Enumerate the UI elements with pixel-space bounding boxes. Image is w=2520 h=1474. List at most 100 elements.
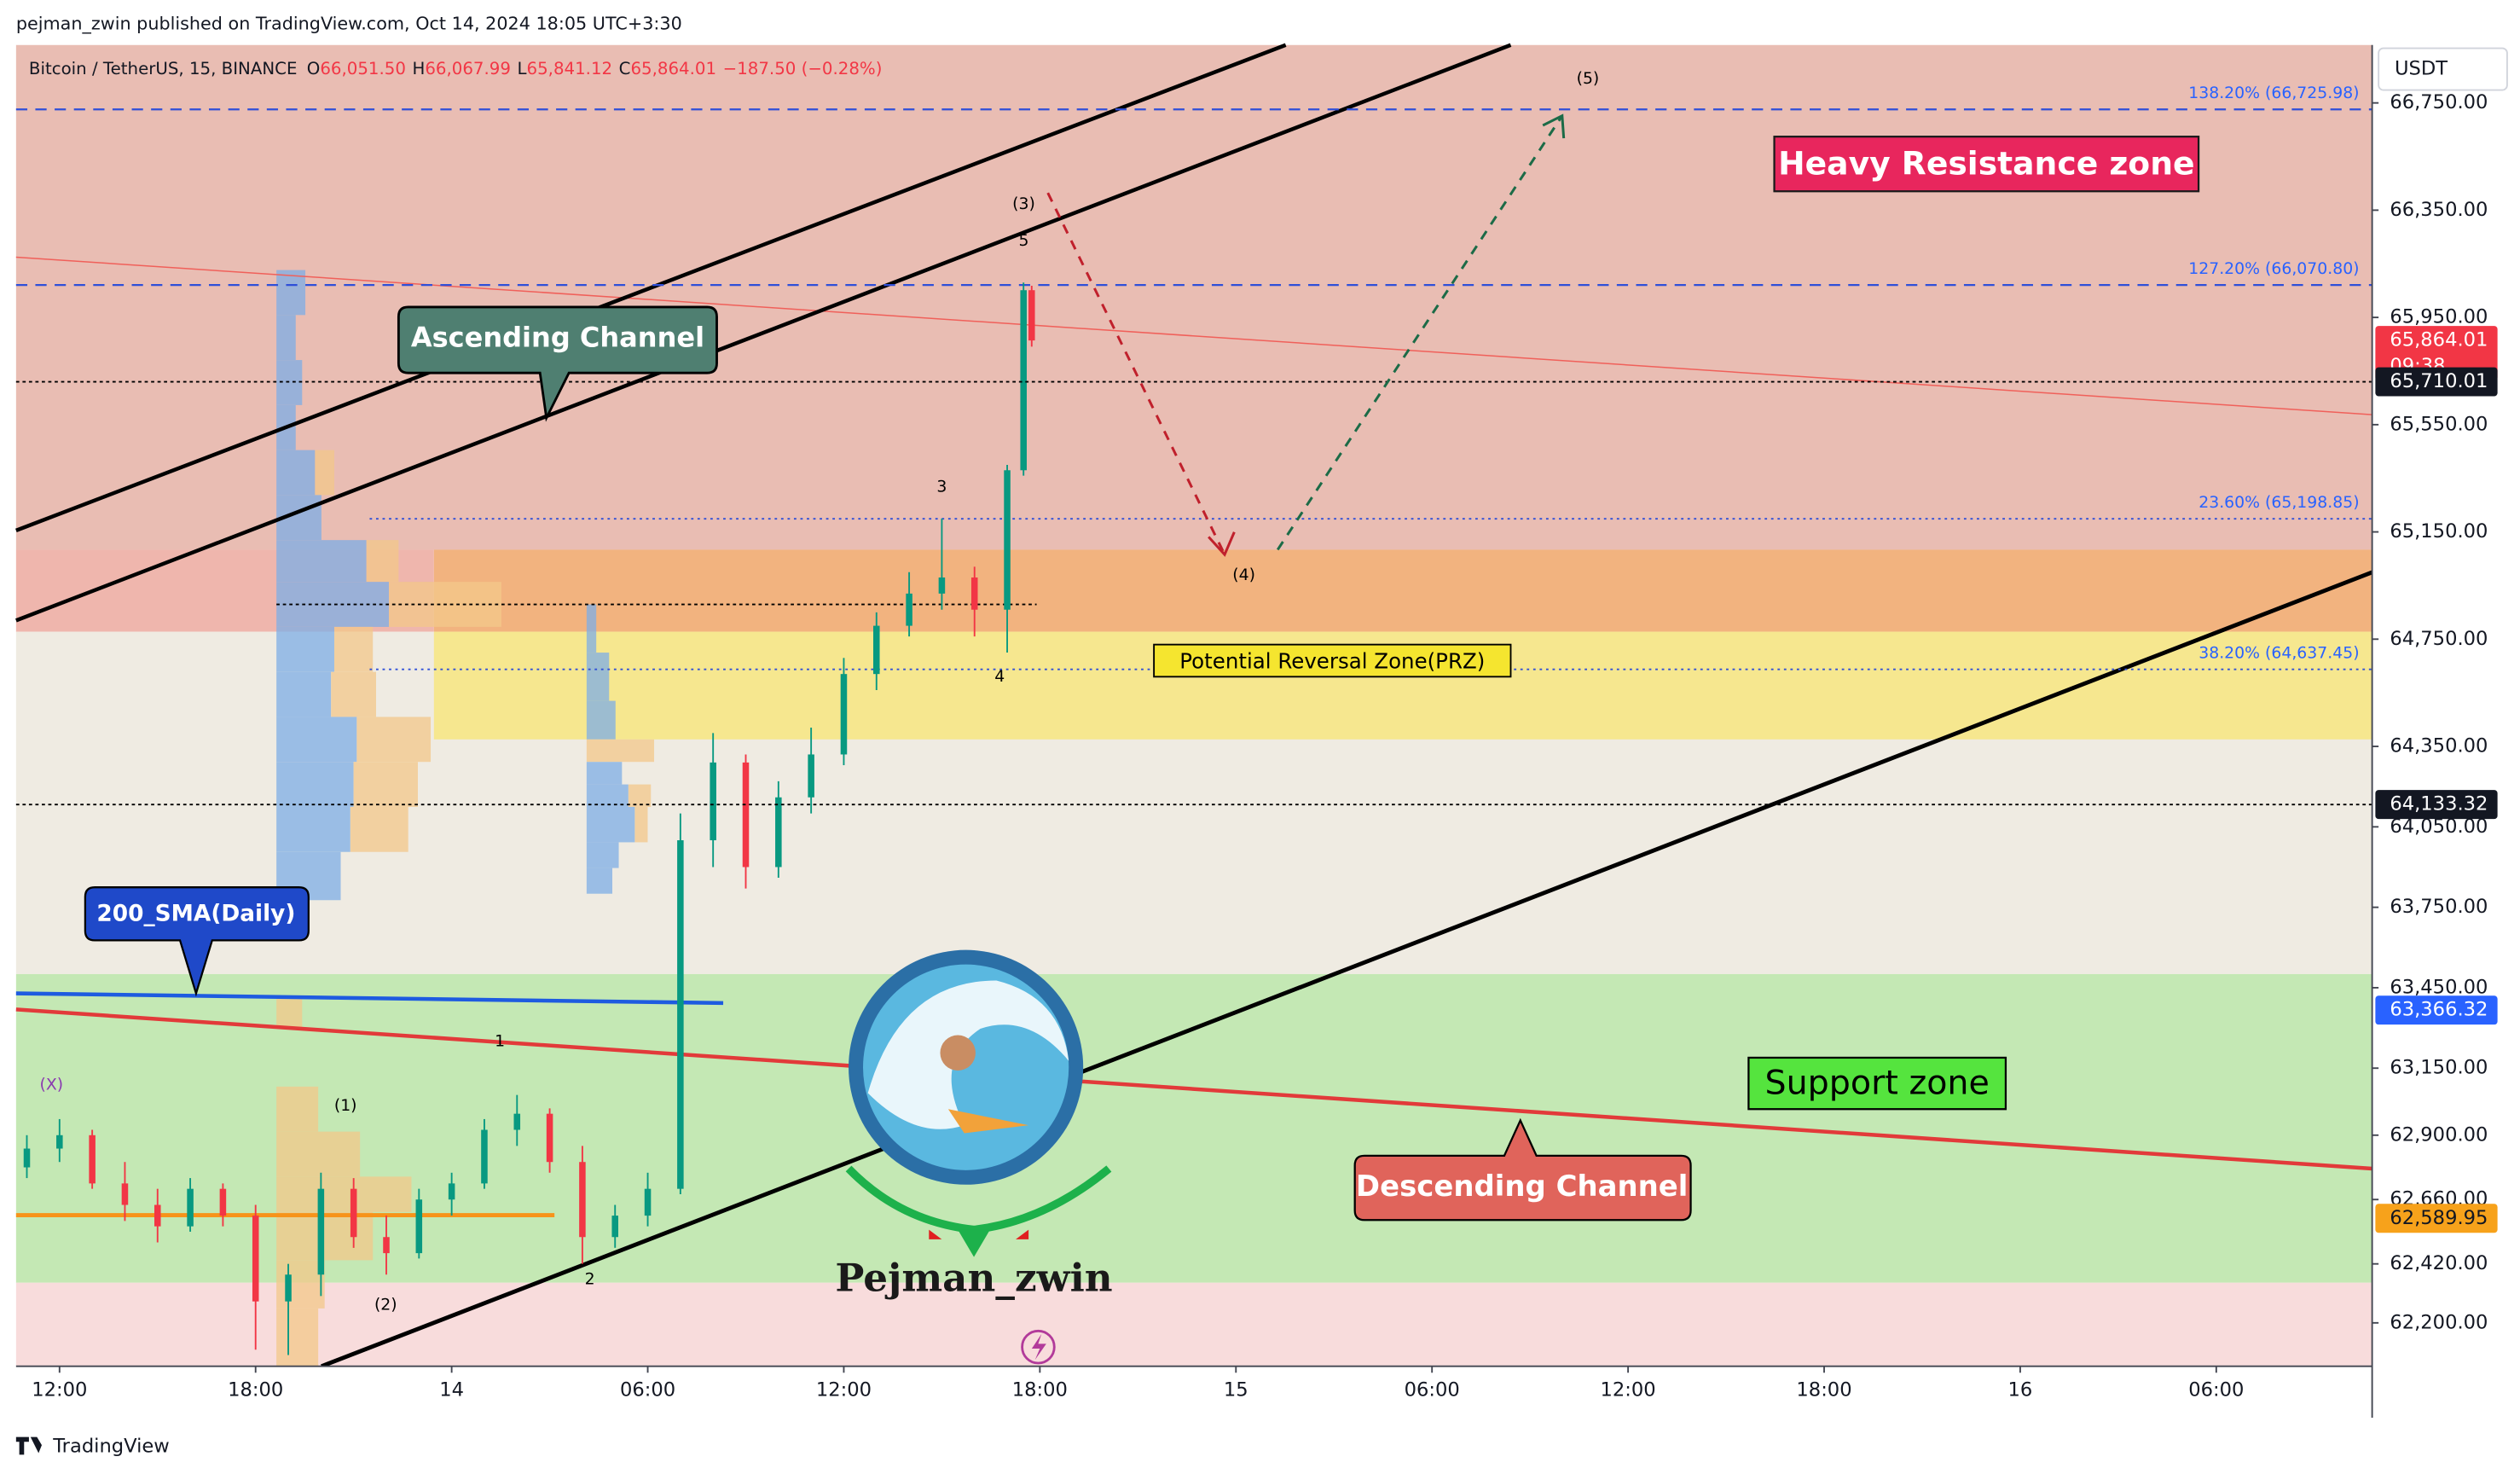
price-tag <box>2375 326 2498 381</box>
y-tick-label: 66,350.00 <box>2390 199 2488 221</box>
candle-body <box>383 1237 390 1254</box>
sma-line <box>15 991 724 1006</box>
x-tick-label: 06:00 <box>620 1379 675 1401</box>
y-tick-label: 66,750.00 <box>2390 91 2488 113</box>
x-tick-label: 15 <box>1224 1379 1248 1401</box>
arrow-head <box>1542 113 1566 139</box>
price-tag-label: 64,133.32 <box>2390 793 2488 815</box>
wave-label: (4) <box>1232 566 1255 584</box>
candle-body <box>677 840 684 1189</box>
ohlc-value: 65,864.01 <box>630 59 716 78</box>
x-tick-label: 06:00 <box>2188 1379 2244 1401</box>
callout: Heavy Resistance zone <box>1773 136 2200 193</box>
symbol: Bitcoin / TetherUS, 15, BINANCE <box>29 59 298 78</box>
y-tick-label: 62,420.00 <box>2390 1252 2488 1274</box>
callout: Support zone <box>1747 1056 2007 1111</box>
candle-body <box>285 1274 292 1302</box>
price-tag-label: 63,366.32 <box>2390 999 2488 1021</box>
x-tick-label: 18:00 <box>228 1379 283 1401</box>
price-tag-label: 65,710.01 <box>2390 370 2488 392</box>
y-tick-label: 63,750.00 <box>2390 896 2488 918</box>
candle-body <box>710 762 716 841</box>
price-tag-label: 62,589.95 <box>2390 1207 2488 1229</box>
x-tick-label: 18:00 <box>1012 1379 1068 1401</box>
resistance-zone <box>15 44 2372 550</box>
ohlc-value: 65,841.12 <box>527 59 613 78</box>
candle-body <box>906 593 912 626</box>
wave-label: 2 <box>585 1270 595 1288</box>
wave-label: (1) <box>334 1097 357 1115</box>
candle-body <box>644 1188 652 1216</box>
candle-body <box>808 754 814 798</box>
fib-label: 138.20% (66,725.98) <box>2188 84 2359 102</box>
callout: 200_SMA(Daily) <box>84 886 310 997</box>
candle-body <box>1004 470 1011 610</box>
ascending-channel-upper <box>15 43 1287 532</box>
callout-text: 200_SMA(Daily) <box>96 902 295 927</box>
overlay: 66,750.00 66,350.00 65,950.00 65,550.00 65,1… <box>32 91 2498 1401</box>
candle-body <box>938 577 946 594</box>
y-tick-label: 64,050.00 <box>2390 815 2488 838</box>
callout-text: Potential Reversal Zone(PRZ) <box>1179 648 1485 673</box>
y-tick-label: 64,350.00 <box>2390 735 2488 757</box>
wave-label: 3 <box>936 478 947 496</box>
support-zone <box>15 973 2372 1283</box>
wave-label: 1 <box>495 1033 505 1051</box>
fib-label: 23.60% (65,198.85) <box>2198 494 2359 512</box>
price-axis <box>2372 44 2520 1419</box>
y-tick-label: 63,450.00 <box>2390 976 2488 998</box>
price-tag <box>2375 1204 2498 1233</box>
y-tick-label: 62,200.00 <box>2390 1311 2488 1333</box>
y-tick-label: 65,950.00 <box>2390 306 2488 328</box>
candle-body <box>121 1183 129 1205</box>
candle-body <box>89 1135 96 1184</box>
arrow-head <box>1208 531 1236 557</box>
candle-body <box>1020 290 1027 471</box>
ohlc-key: L <box>518 59 527 78</box>
candle-body <box>23 1148 31 1168</box>
candle-body <box>415 1199 423 1254</box>
candle-body <box>1028 290 1035 341</box>
candle-body <box>56 1135 63 1149</box>
y-tick-label: 65,550.00 <box>2390 413 2488 435</box>
y-tick-label: 65,150.00 <box>2390 520 2488 543</box>
x-tick-label: 14 <box>439 1379 464 1401</box>
candle-body <box>970 577 978 610</box>
candle-body <box>579 1162 586 1238</box>
ohlc-value: 66,067.99 <box>425 59 511 78</box>
candle-body <box>546 1113 553 1163</box>
callout: Ascending Channel <box>397 305 718 422</box>
callout-text: Heavy Resistance zone <box>1778 145 2194 183</box>
wave-labels: (5) (3) 5 3 4 (4) 1 2 (1) (2) (X) <box>40 70 1600 1314</box>
candle-body <box>873 625 880 675</box>
ohlc-value: 66,051.50 <box>320 59 406 78</box>
candle-body <box>219 1188 227 1216</box>
x-tick-label: 12:00 <box>1601 1379 1656 1401</box>
wave-label: (3) <box>1012 195 1035 213</box>
tv-logo <box>15 1436 42 1455</box>
trend-line <box>15 256 2372 415</box>
lower-zone <box>15 1282 2372 1367</box>
x-tick-label: 16 <box>2008 1379 2033 1401</box>
y-tick-label: 63,150.00 <box>2390 1057 2488 1079</box>
logo-text: Pejman_zwin <box>835 1255 1112 1300</box>
time-axis <box>0 1366 2372 1419</box>
fib-label: 38.20% (64,637.45) <box>2198 644 2359 662</box>
price-tag <box>2375 995 2498 1025</box>
x-tick-label: 12:00 <box>816 1379 872 1401</box>
candle-body <box>775 797 782 868</box>
footer: TradingView <box>52 1435 170 1457</box>
currency: USDT <box>2395 58 2448 80</box>
projection-up <box>1276 114 1564 551</box>
change: −187.50 (−0.28%) <box>723 59 883 78</box>
symbol-line: Bitcoin / TetherUS, 15, BINANCE O66,051.5… <box>29 59 883 78</box>
ascending-channel-lower <box>321 570 2373 1369</box>
candle-body <box>840 674 848 755</box>
ohlc-key: C <box>619 59 631 78</box>
candle-body <box>481 1129 488 1184</box>
y-tick-label: 62,900.00 <box>2390 1123 2488 1146</box>
candle-body <box>448 1183 455 1200</box>
candle-body <box>611 1216 618 1238</box>
